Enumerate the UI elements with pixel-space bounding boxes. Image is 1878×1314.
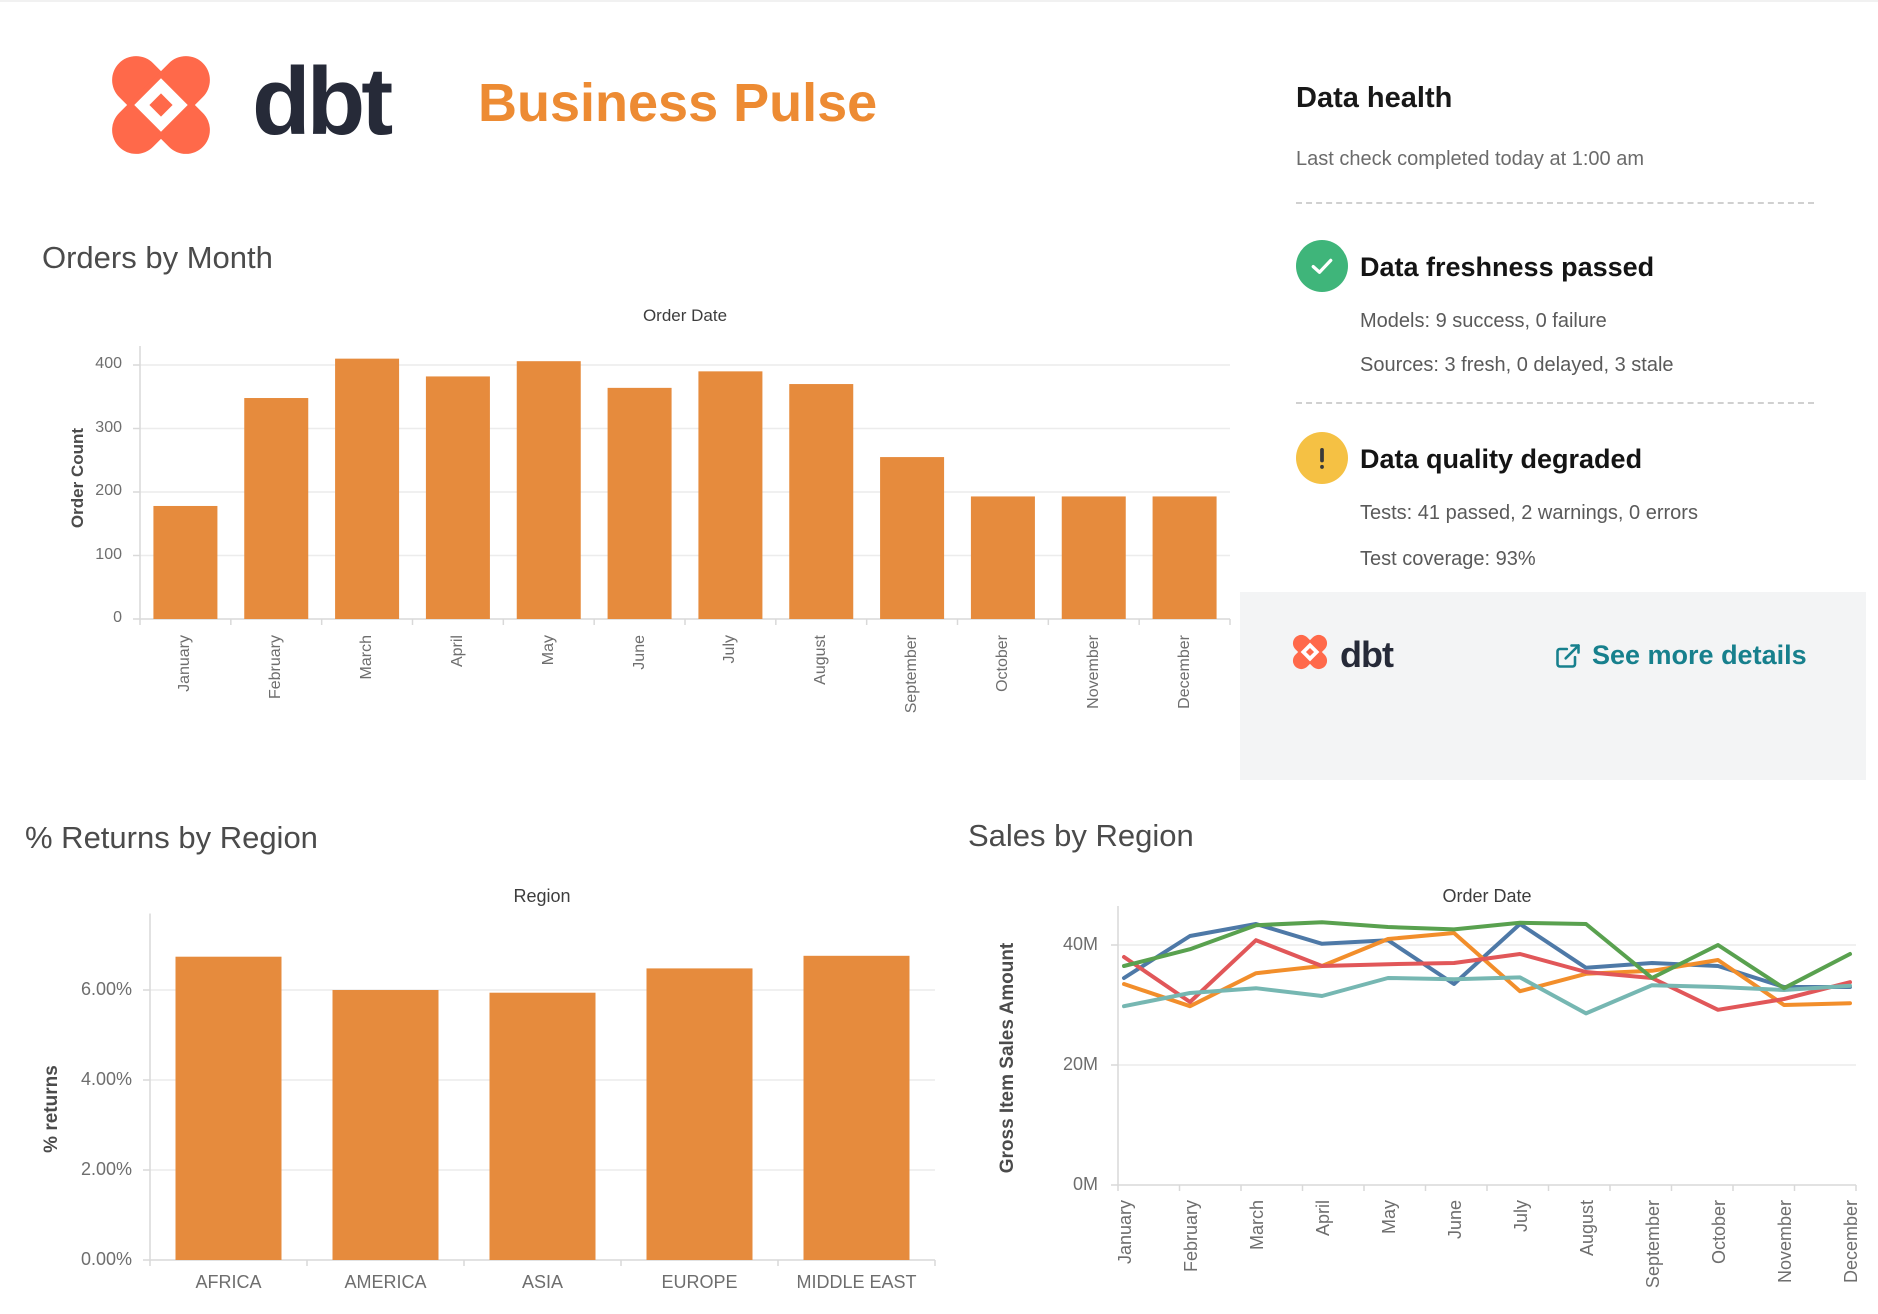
orders-pane-header: Order Date <box>642 306 728 325</box>
data-health-title: Data health <box>1296 82 1453 114</box>
bar-April[interactable] <box>425 376 490 619</box>
y-tick-label: 2.00% <box>80 1159 132 1179</box>
dbt-logo-icon <box>1286 630 1334 674</box>
line-red[interactable] <box>1122 938 1852 1012</box>
sales-chart-title: Sales by Region <box>968 818 1194 853</box>
sales-pane-header: Order Date <box>1442 886 1532 906</box>
x-category-label: AFRICA <box>195 1272 262 1292</box>
bar-ASIA[interactable] <box>489 992 596 1260</box>
y-tick-label: 4.00% <box>80 1069 132 1089</box>
x-category-label: February <box>267 635 285 700</box>
y-tick-label: 200 <box>95 482 122 499</box>
x-month-label: April <box>1313 1200 1333 1237</box>
x-month-label: February <box>1181 1200 1201 1273</box>
sales-plot <box>1111 906 1857 1191</box>
quality-title: Data quality degraded <box>1360 444 1643 474</box>
orders-y-axis-title: Order Count <box>68 427 87 529</box>
y-tick-label: 0M <box>1072 1174 1098 1194</box>
freshness-title: Data freshness passed <box>1360 252 1655 282</box>
x-month-label: July <box>1511 1200 1531 1233</box>
quality-status-icon <box>1296 432 1348 484</box>
bar-AMERICA[interactable] <box>332 990 439 1260</box>
external-link-icon[interactable] <box>1554 642 1582 670</box>
bar-November[interactable] <box>1061 496 1126 619</box>
line-orange[interactable] <box>1122 931 1852 1009</box>
dbt-wordmark: dbt <box>252 48 393 155</box>
returns-pane-header: Region <box>513 886 571 906</box>
dbt-logo-icon <box>85 42 237 168</box>
divider <box>1296 202 1814 204</box>
x-category-label: April <box>448 635 466 668</box>
x-month-label: August <box>1577 1200 1597 1257</box>
quality-coverage-line: Test coverage: 93% <box>1360 548 1536 570</box>
bar-July[interactable] <box>698 371 763 619</box>
bar-October[interactable] <box>970 496 1035 619</box>
health-footer: dbt See more details <box>1240 592 1866 780</box>
bar-June[interactable] <box>607 387 672 619</box>
x-month-label: October <box>1709 1200 1729 1265</box>
returns-plot <box>143 913 936 1266</box>
x-category-label: EUROPE <box>661 1272 738 1292</box>
y-tick-label: 100 <box>95 545 122 563</box>
y-tick-label: 300 <box>95 418 122 436</box>
page-title: Business Pulse <box>478 73 878 133</box>
freshness-status-icon <box>1296 240 1348 292</box>
x-month-label: May <box>1379 1200 1399 1235</box>
x-month-label: December <box>1841 1200 1861 1284</box>
bar-January[interactable] <box>153 505 218 619</box>
x-category-label: MIDDLE EAST <box>796 1272 917 1292</box>
y-tick-label: 6.00% <box>80 979 132 999</box>
x-month-label: March <box>1247 1200 1267 1251</box>
bar-December[interactable] <box>1152 496 1217 619</box>
x-month-label: September <box>1643 1200 1663 1289</box>
y-tick-label: 0.00% <box>80 1249 132 1269</box>
x-category-label: March <box>358 635 376 680</box>
quality-tests-line: Tests: 41 passed, 2 warnings, 0 errors <box>1360 502 1698 524</box>
bar-September[interactable] <box>880 457 945 619</box>
y-tick-label: 400 <box>95 355 122 372</box>
bar-August[interactable] <box>789 384 854 619</box>
x-category-label: December <box>1175 635 1193 709</box>
x-category-label: May <box>539 635 557 666</box>
bar-May[interactable] <box>516 361 581 619</box>
warning-icon <box>1307 443 1337 473</box>
x-category-label: September <box>903 635 921 714</box>
bar-February[interactable] <box>244 398 309 619</box>
x-month-label: June <box>1445 1200 1465 1240</box>
freshness-sources-line: Sources: 3 fresh, 0 delayed, 3 stale <box>1360 354 1674 376</box>
freshness-models-line: Models: 9 success, 0 failure <box>1360 310 1607 332</box>
x-category-label: October <box>993 635 1011 692</box>
y-tick-label: 20M <box>1062 1054 1098 1074</box>
sales-y-axis-title: Gross Item Sales Amount <box>997 942 1018 1174</box>
bar-MIDDLE EAST[interactable] <box>803 955 910 1260</box>
x-category-label: November <box>1084 635 1102 709</box>
line-teal[interactable] <box>1122 975 1852 1016</box>
bar-March[interactable] <box>335 358 400 619</box>
x-month-label: November <box>1775 1200 1795 1284</box>
returns-chart-title: % Returns by Region <box>25 820 318 855</box>
x-category-label: ASIA <box>521 1272 564 1292</box>
returns-y-axis-title: % returns <box>41 1065 62 1153</box>
check-icon <box>1307 251 1337 281</box>
x-category-label: January <box>176 635 194 692</box>
divider <box>1296 402 1814 404</box>
x-category-label: AMERICA <box>344 1272 427 1292</box>
see-more-details-link[interactable]: See more details <box>1592 640 1807 670</box>
bar-EUROPE[interactable] <box>646 968 753 1260</box>
footer-dbt-wordmark: dbt <box>1340 634 1394 675</box>
data-health-subtitle: Last check completed today at 1:00 am <box>1296 148 1644 170</box>
y-tick-label: 40M <box>1062 934 1098 954</box>
bar-AFRICA[interactable] <box>175 956 282 1260</box>
x-month-label: January <box>1115 1200 1135 1265</box>
x-category-label: August <box>812 635 830 685</box>
orders-plot <box>133 345 1231 625</box>
orders-chart-title: Orders by Month <box>42 240 273 275</box>
y-tick-label: 0 <box>113 609 122 626</box>
x-category-label: June <box>630 635 648 670</box>
x-category-label: July <box>721 635 739 664</box>
line-green[interactable] <box>1122 920 1852 991</box>
